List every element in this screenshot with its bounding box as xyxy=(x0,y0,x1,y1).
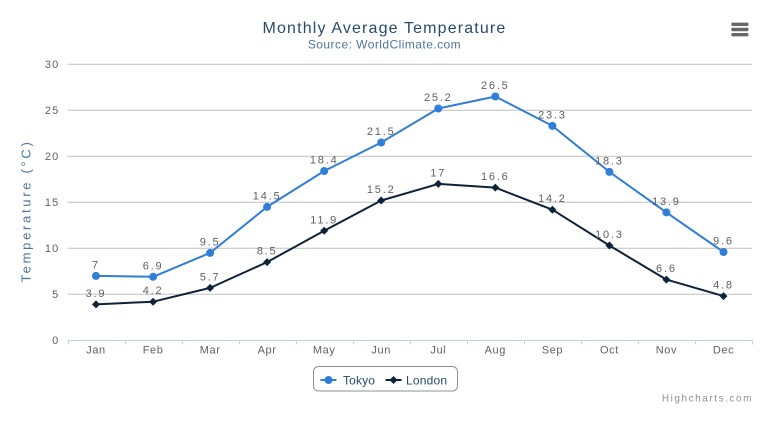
svg-text:Temperature (°C): Temperature (°C) xyxy=(19,139,34,282)
svg-text:Aug: Aug xyxy=(485,345,506,357)
svg-text:4.2: 4.2 xyxy=(143,285,164,297)
svg-text:16.6: 16.6 xyxy=(481,171,510,183)
svg-text:15.2: 15.2 xyxy=(367,184,396,196)
svg-text:10.3: 10.3 xyxy=(595,229,624,241)
svg-text:Mar: Mar xyxy=(200,345,221,357)
svg-text:23.3: 23.3 xyxy=(538,109,567,121)
svg-text:25: 25 xyxy=(45,105,60,117)
svg-text:Source: WorldClimate.com: Source: WorldClimate.com xyxy=(308,38,461,52)
svg-text:10: 10 xyxy=(45,243,60,255)
svg-text:Oct: Oct xyxy=(600,345,619,357)
svg-text:3.9: 3.9 xyxy=(86,288,107,300)
svg-text:18.3: 18.3 xyxy=(595,155,624,167)
svg-text:Nov: Nov xyxy=(656,345,677,357)
svg-text:Jun: Jun xyxy=(371,345,391,357)
svg-text:7: 7 xyxy=(92,259,100,271)
svg-text:Dec: Dec xyxy=(713,345,734,357)
svg-text:15: 15 xyxy=(45,197,60,209)
svg-text:14.5: 14.5 xyxy=(253,190,282,202)
svg-text:30: 30 xyxy=(45,59,60,71)
svg-text:21.5: 21.5 xyxy=(367,126,396,138)
svg-text:13.9: 13.9 xyxy=(652,196,681,208)
svg-text:Sep: Sep xyxy=(542,345,563,357)
svg-text:6.6: 6.6 xyxy=(656,263,677,275)
svg-text:9.5: 9.5 xyxy=(200,236,221,248)
svg-text:20: 20 xyxy=(45,151,60,163)
svg-text:17: 17 xyxy=(430,167,446,179)
svg-text:0: 0 xyxy=(52,335,59,347)
svg-text:Apr: Apr xyxy=(258,345,277,357)
svg-text:26.5: 26.5 xyxy=(481,80,510,92)
svg-text:9.6: 9.6 xyxy=(713,236,734,248)
svg-text:18.4: 18.4 xyxy=(310,155,339,167)
svg-text:Highcharts.com: Highcharts.com xyxy=(662,394,753,405)
svg-text:11.9: 11.9 xyxy=(310,214,338,226)
svg-text:Jan: Jan xyxy=(86,345,106,357)
svg-text:5: 5 xyxy=(52,289,59,301)
svg-text:Feb: Feb xyxy=(143,345,164,357)
svg-text:Tokyo: Tokyo xyxy=(343,374,375,388)
svg-text:5.7: 5.7 xyxy=(200,271,221,283)
svg-text:London: London xyxy=(406,374,447,388)
svg-text:May: May xyxy=(313,345,336,357)
svg-text:25.2: 25.2 xyxy=(424,92,453,104)
svg-text:Monthly Average Temperature: Monthly Average Temperature xyxy=(263,20,507,37)
svg-text:6.9: 6.9 xyxy=(143,260,164,272)
svg-text:8.5: 8.5 xyxy=(257,246,278,258)
svg-text:Jul: Jul xyxy=(430,345,446,357)
svg-text:14.2: 14.2 xyxy=(538,193,567,205)
svg-text:4.8: 4.8 xyxy=(713,280,734,292)
